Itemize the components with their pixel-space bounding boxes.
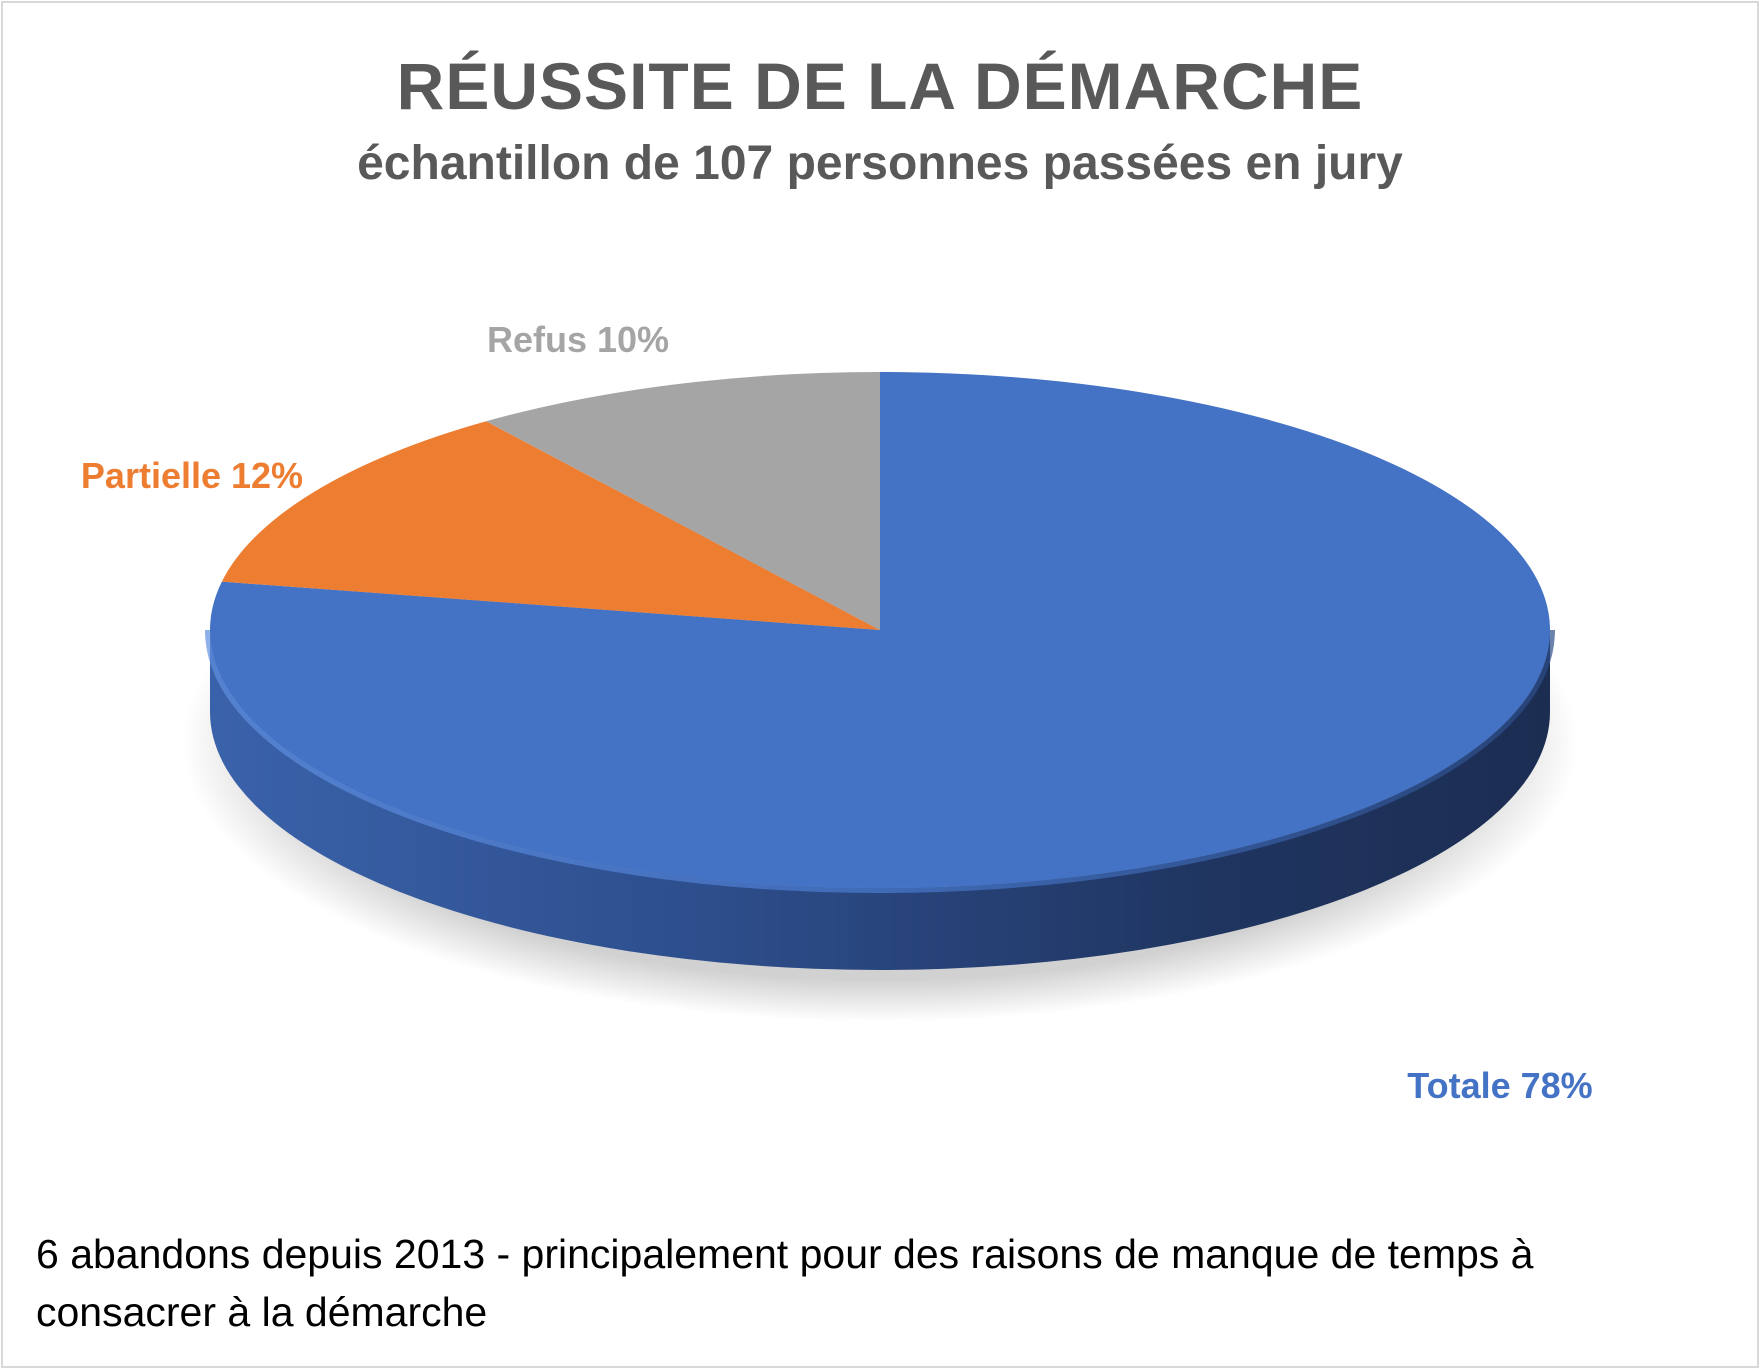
pie-slice-totale (210, 372, 1550, 888)
pie-slice-refus (486, 372, 880, 630)
slice-label-totale: Totale 78% (1407, 1065, 1592, 1106)
chart-annotation: 6 abandons depuis 2013 - principalement … (36, 1231, 1534, 1335)
pie-slice-partielle (221, 421, 880, 630)
slice-label-partielle: Partielle 12% (81, 455, 303, 496)
slice-label-refus: Refus 10% (487, 319, 669, 360)
pie-side-wall (210, 630, 1550, 970)
chart-title: RÉUSSITE DE LA DÉMARCHE (396, 49, 1364, 123)
chart-subtitle: échantillon de 107 personnes passées en … (357, 137, 1403, 190)
